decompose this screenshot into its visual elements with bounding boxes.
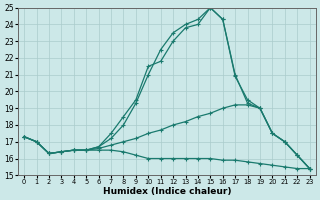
X-axis label: Humidex (Indice chaleur): Humidex (Indice chaleur) (103, 187, 231, 196)
